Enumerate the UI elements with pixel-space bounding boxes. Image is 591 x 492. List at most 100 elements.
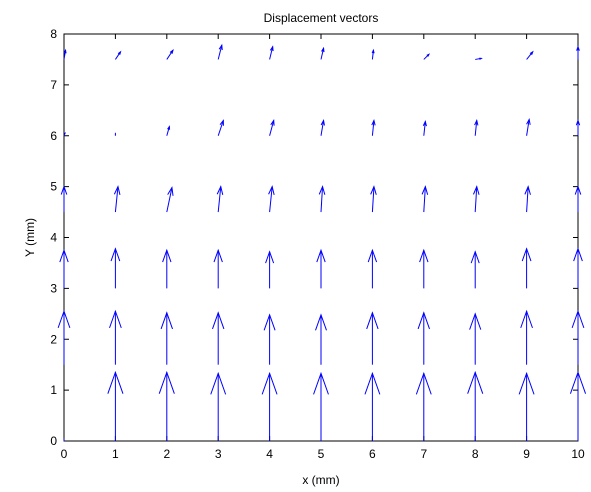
vector-head — [315, 313, 327, 331]
vector-shaft — [114, 186, 119, 213]
vector-arrow — [422, 120, 427, 136]
vector-head — [109, 309, 122, 329]
vector-arrow — [114, 50, 122, 60]
vector-head — [524, 185, 531, 195]
vector-head — [321, 46, 325, 53]
vector-arrow — [57, 309, 71, 365]
vector-head — [167, 125, 171, 130]
vector-arrow — [63, 131, 66, 136]
x-tick-label: 9 — [523, 447, 530, 461]
vector-head — [367, 248, 378, 263]
vector-head — [419, 248, 429, 263]
x-tick-label: 3 — [215, 447, 222, 461]
vector-shaft — [526, 51, 534, 60]
vector-head — [213, 248, 223, 263]
vector-shaft — [474, 120, 478, 136]
vector-shaft — [474, 186, 478, 213]
vector-arrow — [370, 185, 377, 213]
vector-head — [63, 48, 67, 54]
y-tick-label: 8 — [50, 27, 57, 41]
vector-arrow — [423, 53, 431, 60]
vector-head — [160, 311, 173, 330]
vector-head — [474, 118, 479, 126]
vector-head — [569, 370, 587, 394]
vector-arrow — [467, 370, 484, 441]
vector-arrow — [526, 117, 531, 136]
vector-head — [364, 371, 381, 395]
vector-head — [421, 185, 429, 195]
y-tick-label: 3 — [50, 281, 57, 295]
vector-arrow — [574, 185, 582, 213]
vector-head — [469, 312, 482, 330]
y-axis-label: Y (mm) — [23, 218, 37, 257]
vector-head — [575, 118, 581, 126]
x-axis-label: x (mm) — [302, 473, 339, 487]
vector-shaft — [269, 46, 274, 60]
vector-arrow — [210, 371, 227, 441]
vector-arrow — [217, 43, 223, 60]
x-tick-label: 10 — [571, 447, 585, 461]
vector-arrow — [575, 118, 581, 136]
vector-head — [263, 313, 276, 331]
vector-shaft — [166, 126, 170, 136]
x-tick-label: 4 — [266, 447, 273, 461]
vector-head — [268, 185, 275, 195]
vector-arrow — [421, 185, 429, 213]
y-tick-label: 5 — [50, 180, 57, 194]
vector-head — [371, 118, 376, 126]
vector-arrow — [166, 186, 174, 213]
vector-shaft — [217, 120, 224, 136]
vector-head — [59, 248, 69, 263]
vector-head — [261, 371, 278, 395]
vector-arrow — [213, 248, 223, 289]
y-tick-label: 1 — [50, 383, 57, 397]
vector-arrow — [524, 185, 531, 213]
vector-arrow — [263, 313, 276, 365]
vector-arrow — [217, 119, 224, 136]
vector-arrow — [158, 370, 175, 441]
vector-head — [265, 250, 275, 264]
vector-arrow — [576, 45, 580, 60]
vector-head — [417, 311, 430, 330]
vector-shaft — [166, 50, 174, 60]
vector-arrow — [166, 125, 171, 136]
vector-head — [169, 49, 174, 54]
vector-arrow — [364, 371, 381, 441]
vector-head — [117, 50, 122, 55]
vector-head — [113, 185, 121, 195]
vector-arrow — [469, 312, 482, 365]
vector-head — [158, 370, 175, 394]
vector-head — [529, 50, 534, 56]
vector-arrow — [268, 185, 275, 213]
vector-arrow — [520, 309, 533, 365]
vector-head — [526, 117, 531, 125]
vector-arrow — [417, 311, 430, 365]
vector-head — [57, 309, 71, 329]
vector-head — [210, 371, 227, 395]
vector-head — [110, 247, 121, 262]
vector-head — [473, 185, 480, 195]
vector-shaft — [320, 186, 324, 213]
x-tick-label: 6 — [369, 447, 376, 461]
x-tick-label: 8 — [472, 447, 479, 461]
vector-shaft — [320, 120, 325, 136]
vector-shaft — [63, 50, 67, 60]
vector-arrow — [518, 371, 535, 441]
vector-arrow — [315, 313, 327, 365]
vector-arrow — [470, 250, 480, 289]
vector-arrow — [473, 185, 480, 213]
vector-arrow — [265, 250, 275, 289]
y-tick-label: 4 — [50, 231, 57, 245]
vector-head — [521, 247, 532, 262]
vector-arrow — [415, 371, 432, 441]
vector-arrow — [160, 311, 173, 365]
y-tick-label: 6 — [50, 129, 57, 143]
vector-arrow — [269, 119, 275, 136]
vector-arrow — [366, 311, 379, 365]
x-tick-label: 1 — [112, 447, 119, 461]
vector-head — [520, 309, 533, 329]
vector-head — [370, 185, 377, 195]
vector-arrow — [318, 185, 326, 213]
x-tick-label: 7 — [420, 447, 427, 461]
